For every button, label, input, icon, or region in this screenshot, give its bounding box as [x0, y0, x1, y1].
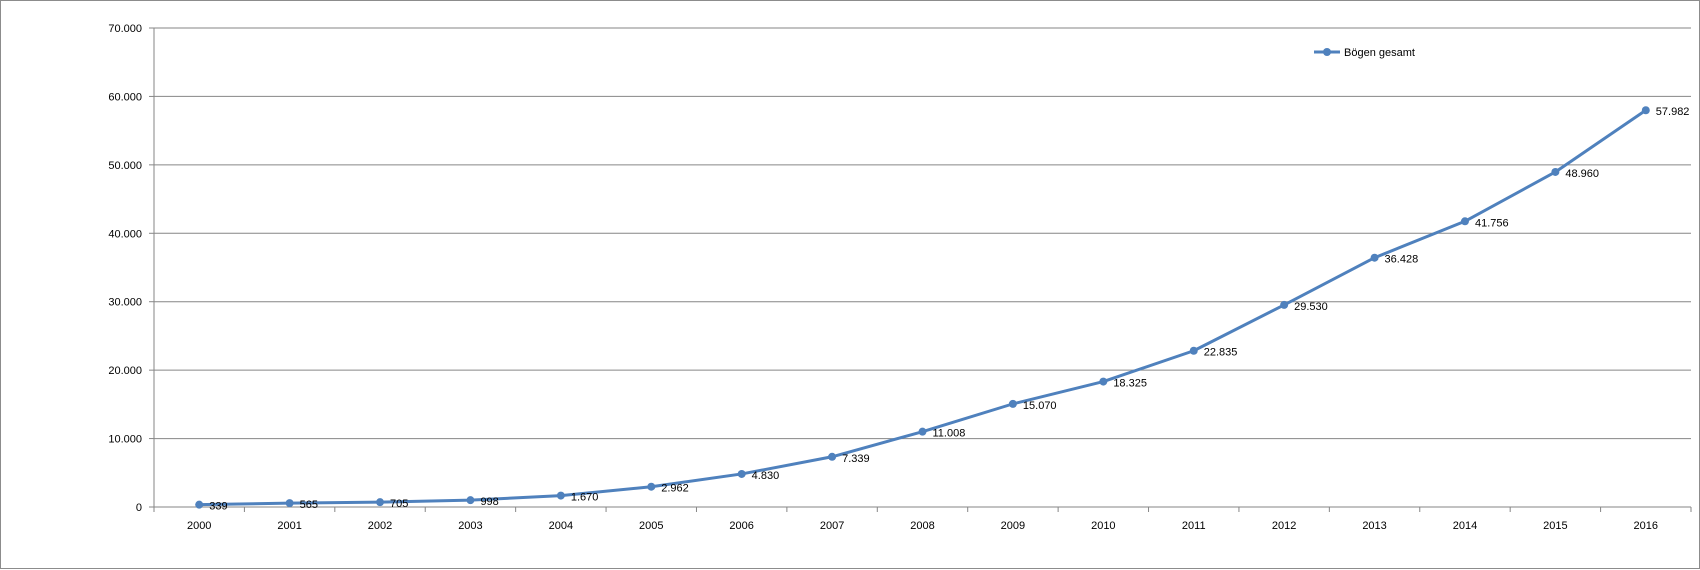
y-tick-label: 50.000 [108, 160, 142, 172]
data-point [1641, 106, 1650, 115]
data-label: 41.756 [1475, 217, 1509, 229]
y-tick-labels: 0 10.000 20.000 30.000 40.000 50.000 60.000 70.… [108, 23, 142, 514]
x-tick-label: 2016 [1634, 520, 1658, 532]
data-point [466, 496, 475, 505]
y-tick-label: 20.000 [108, 365, 142, 377]
data-point [918, 427, 927, 436]
x-tick-label: 2005 [639, 520, 663, 532]
data-label: 998 [480, 496, 498, 508]
data-point [1460, 217, 1469, 226]
data-label: 705 [390, 498, 408, 510]
data-label: 4.830 [752, 470, 780, 482]
x-tick-label: 2009 [1001, 520, 1025, 532]
legend: Bögen gesamt [1314, 47, 1415, 59]
data-points [195, 106, 1650, 509]
gridlines [154, 27, 1691, 440]
data-label: 11.008 [933, 428, 966, 440]
x-tick-label: 2012 [1272, 520, 1296, 532]
axes [149, 27, 1692, 512]
data-point [828, 452, 837, 461]
data-label: 15.070 [1023, 400, 1057, 412]
data-point [1099, 377, 1108, 386]
x-tick-label: 2011 [1182, 520, 1206, 532]
x-tick-label: 2010 [1091, 520, 1115, 532]
data-point [285, 499, 294, 508]
series-line-bogen-gesamt [199, 108, 1647, 507]
data-point [195, 500, 204, 509]
data-point [1280, 300, 1289, 309]
series-line [199, 108, 1647, 507]
y-tick-label: 30.000 [108, 297, 142, 309]
x-tick-label: 2003 [458, 520, 482, 532]
data-point [1370, 253, 1379, 262]
y-tick-label: 60.000 [108, 91, 142, 103]
data-labels: 339 565 705 998 1.670 2.962 4.830 7.339 11.008 15… [209, 106, 1689, 512]
x-tick-labels: 2000 2001 2002 2003 2004 2005 2006 2007 2008 2009… [187, 520, 1658, 532]
data-label: 22.835 [1204, 347, 1238, 359]
data-label: 2.962 [661, 483, 689, 495]
x-tick-label: 2004 [549, 520, 573, 532]
x-tick-label: 2007 [820, 520, 844, 532]
x-tick-label: 2000 [187, 520, 211, 532]
data-point [647, 482, 656, 491]
x-tick-label: 2006 [729, 520, 753, 532]
data-point [1551, 167, 1560, 176]
x-tick-label: 2002 [368, 520, 392, 532]
data-point [1008, 399, 1017, 408]
data-label: 18.325 [1113, 378, 1147, 390]
y-tick-label: 0 [136, 502, 142, 514]
data-point [1189, 346, 1198, 355]
data-label: 565 [300, 499, 318, 511]
data-point [737, 469, 746, 478]
y-tick-label: 40.000 [108, 228, 142, 240]
data-label: 57.982 [1656, 106, 1690, 118]
data-point [376, 498, 385, 507]
data-label: 29.530 [1294, 301, 1328, 313]
legend-marker [1323, 48, 1331, 56]
data-label: 339 [209, 501, 227, 513]
data-label: 1.670 [571, 492, 599, 504]
x-tick-label: 2014 [1453, 520, 1477, 532]
x-tick-label: 2008 [910, 520, 934, 532]
data-label: 7.339 [842, 453, 870, 465]
x-tick-label: 2001 [277, 520, 301, 532]
data-label: 48.960 [1565, 168, 1599, 180]
y-tick-label: 10.000 [108, 434, 142, 446]
x-tick-label: 2013 [1362, 520, 1386, 532]
data-label: 36.428 [1385, 254, 1419, 266]
y-tick-label: 70.000 [108, 23, 142, 35]
data-point [556, 491, 565, 500]
legend-label: Bögen gesamt [1344, 47, 1415, 59]
x-tick-label: 2015 [1543, 520, 1567, 532]
